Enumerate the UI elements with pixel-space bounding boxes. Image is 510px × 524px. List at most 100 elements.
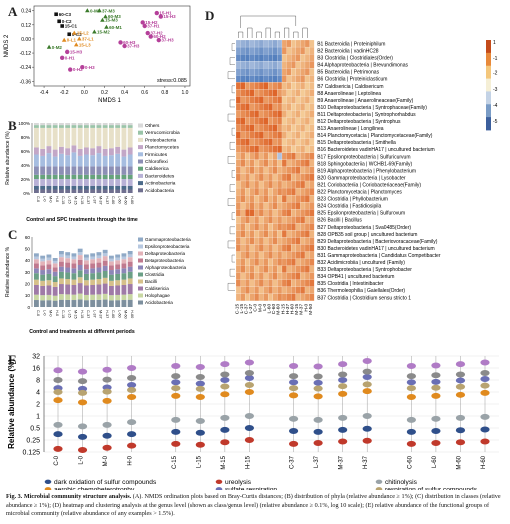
heatmap-cell xyxy=(277,96,283,104)
phylum-bar-segment xyxy=(121,166,127,175)
heatmap-row-dendrogram xyxy=(229,142,235,150)
heatmap-cell xyxy=(240,117,246,125)
function-legend-swatch xyxy=(375,479,383,484)
class-bar-segment xyxy=(121,259,127,264)
heatmap-cell xyxy=(245,138,250,146)
class-group-label: H-0 xyxy=(55,310,59,316)
heatmap-cell xyxy=(300,166,306,175)
heatmap-cell xyxy=(268,251,273,259)
function-point xyxy=(53,431,63,438)
heatmap-cell xyxy=(300,237,306,245)
function-point xyxy=(362,368,372,375)
heatmap-cell xyxy=(258,152,264,160)
function-point xyxy=(127,442,137,449)
heatmap-cell xyxy=(286,230,292,238)
heatmap-cell xyxy=(304,138,310,146)
heatmap-cell xyxy=(245,237,250,245)
class-bar-segment xyxy=(46,273,52,281)
phylum-bar-segment xyxy=(84,125,89,128)
heatmap-cell xyxy=(235,223,241,231)
heatmap-cell xyxy=(309,209,315,217)
heatmap-cell xyxy=(258,244,264,252)
heatmap-cell xyxy=(254,82,260,90)
phylum-bar-segment xyxy=(109,189,114,193)
phylum-bar-segment xyxy=(90,155,96,167)
heatmap-cell xyxy=(249,131,255,139)
heatmap-cell xyxy=(254,68,260,76)
function-point xyxy=(195,441,205,448)
heatmap-cell xyxy=(254,244,260,252)
heatmap-cell xyxy=(240,251,246,259)
nmds-stress: stress:0.085 xyxy=(157,78,187,84)
phylum-bar-segment xyxy=(84,179,89,186)
phylum-bar-segment xyxy=(90,125,96,128)
function-group-label: H-15 xyxy=(245,455,251,469)
phylum-bar-segment xyxy=(115,146,121,154)
phylum-bar-segment xyxy=(46,153,52,167)
function-point xyxy=(338,371,348,378)
function-point xyxy=(455,427,466,434)
heatmap-cell xyxy=(295,117,301,125)
heatmap-cell xyxy=(240,272,246,280)
heatmap-cell xyxy=(263,89,269,97)
heatmap-cell xyxy=(268,82,273,90)
function-point xyxy=(53,445,63,452)
heatmap-cell xyxy=(272,265,278,273)
heatmap-cell xyxy=(268,216,273,224)
heatmap-cell xyxy=(249,96,255,104)
nmds-point xyxy=(158,14,164,19)
function-point xyxy=(195,363,205,370)
class-bar-segment xyxy=(127,271,133,279)
heatmap-cell xyxy=(291,103,296,111)
heatmap-cell xyxy=(277,89,283,97)
heatmap-cell xyxy=(281,251,287,259)
phylum-group-label: C-37 xyxy=(86,196,90,204)
heatmap-cell xyxy=(300,244,306,252)
caption-text: (A). NMDS ordination plots based on Bray… xyxy=(6,493,501,518)
heatmap-col-label: C-15 xyxy=(234,304,240,315)
class-ytick-label: 50 xyxy=(25,246,31,251)
heatmap-cell xyxy=(291,110,296,118)
class-bar-segment xyxy=(90,253,96,257)
phylum-bar-segment xyxy=(127,179,133,186)
heatmap-cell xyxy=(240,216,246,224)
heatmap-cell xyxy=(300,202,306,210)
heatmap-cell xyxy=(281,75,287,83)
class-bar-segment xyxy=(102,260,108,266)
heatmap-cell xyxy=(277,223,283,231)
phylum-legend-swatch xyxy=(138,123,143,128)
phylum-bar-segment xyxy=(46,166,52,175)
function-point xyxy=(480,382,490,389)
function-point xyxy=(220,371,230,378)
class-bar-segment xyxy=(65,294,71,300)
class-bar-segment xyxy=(102,253,108,257)
heatmap-cell xyxy=(235,103,241,111)
class-bar-segment xyxy=(96,262,102,268)
class-bar-segment xyxy=(52,276,58,283)
heatmap-cell xyxy=(254,110,260,118)
heatmap-cell xyxy=(286,244,292,252)
nmds-point-label: 60-M1 xyxy=(109,25,122,30)
phylum-bar-segment xyxy=(90,174,96,179)
class-ytick-label: 20 xyxy=(25,281,31,286)
heatmap-cell xyxy=(309,131,315,139)
function-point xyxy=(244,374,255,381)
phylum-bar-segment xyxy=(34,186,39,190)
function-point xyxy=(313,440,323,447)
heatmap-cell xyxy=(277,152,283,160)
heatmap-cell xyxy=(249,279,255,287)
heatmap-cell xyxy=(304,286,310,294)
heatmap-cell xyxy=(277,61,283,69)
phylum-bar-segment xyxy=(115,153,121,167)
phylum-bar-segment xyxy=(84,186,89,190)
phylum-legend-label: Acidobacteria xyxy=(145,188,174,194)
heatmap-cell xyxy=(245,103,250,111)
heatmap-cell xyxy=(268,89,273,97)
function-group-label: L-60 xyxy=(432,455,438,468)
heatmap-cell xyxy=(235,286,241,294)
heatmap-scale-step xyxy=(486,52,491,67)
phylum-group-label: C-60 xyxy=(111,196,115,204)
function-group-label: M-0 xyxy=(103,455,109,466)
heatmap-cell xyxy=(291,82,296,90)
function-point xyxy=(195,374,205,381)
